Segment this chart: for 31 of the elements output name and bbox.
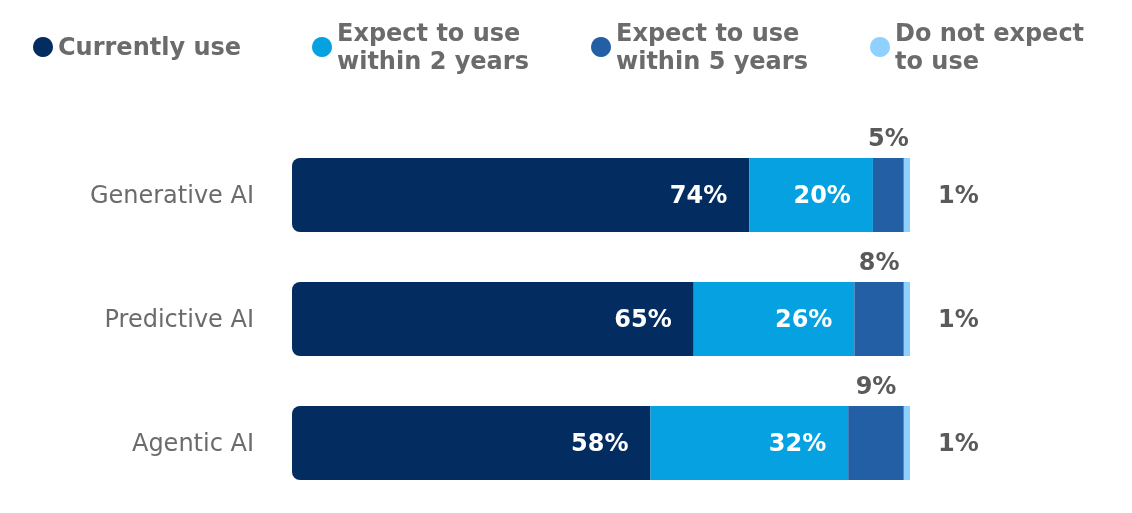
bar xyxy=(650,406,849,480)
y-tick-label: Agentic AI xyxy=(131,429,254,457)
legend-label: Currently use xyxy=(58,33,242,61)
data-label: 8% xyxy=(858,248,900,276)
bar xyxy=(854,282,904,356)
bar xyxy=(903,282,910,356)
bar xyxy=(749,158,873,232)
data-label: 9% xyxy=(855,372,897,400)
bar xyxy=(292,158,750,232)
bar xyxy=(872,158,904,232)
data-label: 65% xyxy=(614,305,672,333)
y-tick-label: Predictive AI xyxy=(104,305,254,333)
data-label: 1% xyxy=(938,429,979,457)
data-label: 5% xyxy=(867,124,909,152)
data-label: 1% xyxy=(938,305,979,333)
data-label: 58% xyxy=(570,429,629,457)
data-label: 20% xyxy=(793,181,851,209)
y-tick-label: Generative AI xyxy=(89,181,254,209)
data-label: 1% xyxy=(938,181,979,209)
bar xyxy=(848,406,904,480)
legend-label: Expect to use within 2 years xyxy=(337,19,529,75)
bar xyxy=(693,282,855,356)
legend-label: Do not expect to use xyxy=(895,19,1093,75)
bar xyxy=(292,282,694,356)
data-label: 32% xyxy=(768,429,827,457)
data-label: 74% xyxy=(669,181,728,209)
legend-label: Expect to use within 5 years xyxy=(616,19,808,75)
bar xyxy=(903,406,910,480)
bar xyxy=(292,406,651,480)
bar xyxy=(903,158,910,232)
data-label: 26% xyxy=(774,305,833,333)
